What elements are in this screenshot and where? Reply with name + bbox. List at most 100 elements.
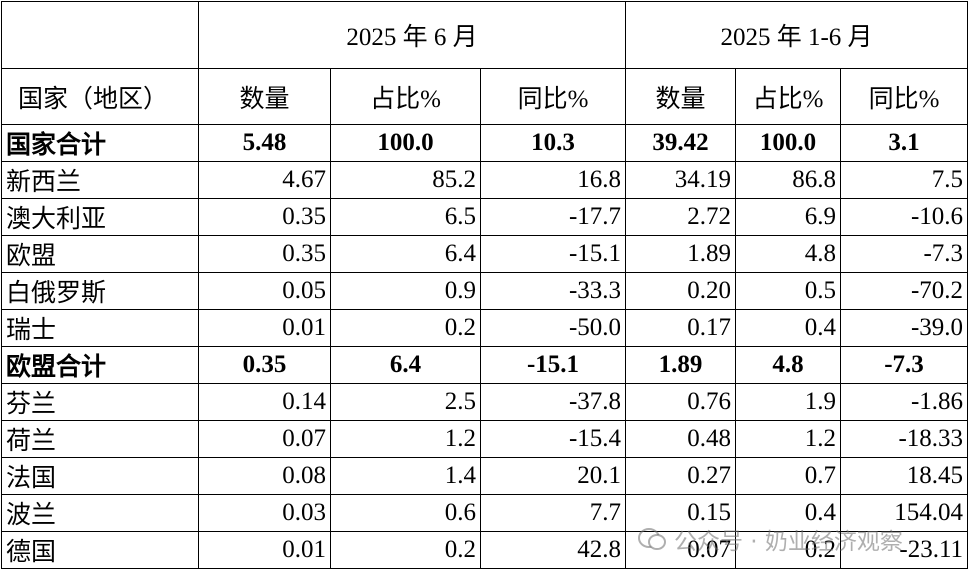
corner-cell [1, 1, 199, 69]
value-cell: 39.42 [625, 124, 737, 162]
value-cell: 86.8 [735, 161, 842, 199]
value-cell: 0.17 [625, 309, 737, 347]
value-cell: -7.3 [840, 235, 969, 273]
column-header: 占比% [735, 68, 842, 125]
value-cell: 0.6 [330, 494, 481, 532]
value-cell: 42.8 [479, 531, 627, 569]
value-cell: 0.14 [198, 383, 331, 421]
value-cell: 6.5 [330, 198, 481, 236]
value-cell: 0.20 [625, 272, 737, 310]
value-cell: 0.27 [625, 457, 737, 495]
value-cell: 4.67 [198, 161, 331, 199]
value-cell: -7.3 [840, 346, 969, 384]
value-cell: 7.5 [840, 161, 969, 199]
column-header: 同比% [479, 68, 627, 125]
value-cell: 0.2 [330, 309, 481, 347]
region-cell: 芬兰 [1, 383, 199, 421]
value-cell: -15.1 [479, 346, 627, 384]
column-header: 数量 [625, 68, 737, 125]
value-cell: -37.8 [479, 383, 627, 421]
value-cell: 1.4 [330, 457, 481, 495]
value-cell: 6.4 [330, 235, 481, 273]
value-cell: -50.0 [479, 309, 627, 347]
value-cell: 0.07 [625, 531, 737, 569]
group-header-row: 2025 年 6 月 2025 年 1-6 月 [1, 1, 969, 69]
region-cell: 波兰 [1, 494, 199, 532]
region-cell: 欧盟合计 [1, 346, 199, 384]
table-row: 荷兰 0.07 1.2 -15.4 0.48 1.2 -18.33 [1, 420, 969, 458]
value-cell: 7.7 [479, 494, 627, 532]
value-cell: 0.35 [198, 235, 331, 273]
group-header: 2025 年 6 月 [197, 1, 627, 69]
group-header: 2025 年 1-6 月 [625, 1, 969, 69]
region-cell: 国家合计 [1, 124, 199, 162]
value-cell: 85.2 [330, 161, 481, 199]
value-cell: 0.7 [735, 457, 842, 495]
value-cell: -10.6 [840, 198, 969, 236]
region-cell: 澳大利亚 [1, 198, 199, 236]
value-cell: 0.03 [198, 494, 331, 532]
watermark: 公众号 · 奶业经济观察 [638, 522, 903, 556]
column-header: 数量 [198, 68, 331, 125]
value-cell: 0.08 [198, 457, 331, 495]
value-cell: 0.5 [735, 272, 842, 310]
value-cell: 2.72 [625, 198, 737, 236]
value-cell: 0.05 [198, 272, 331, 310]
table-body: 国家合计 5.48 100.0 10.3 39.42 100.0 3.1 新西兰 4.67 85.… [1, 124, 969, 569]
value-cell: 5.48 [198, 124, 331, 162]
value-cell: 1.2 [330, 420, 481, 458]
table-row: 瑞士 0.01 0.2 -50.0 0.17 0.4 -39.0 [1, 309, 969, 347]
value-cell: 0.48 [625, 420, 737, 458]
value-cell: 0.01 [198, 531, 331, 569]
table-row: 法国 0.08 1.4 20.1 0.27 0.7 18.45 [1, 457, 969, 495]
column-header: 国家（地区） [1, 68, 199, 125]
value-cell: 0.4 [735, 494, 842, 532]
value-cell: 0.2 [330, 531, 481, 569]
value-cell: 10.3 [479, 124, 627, 162]
value-cell: 34.19 [625, 161, 737, 199]
value-cell: 6.9 [735, 198, 842, 236]
table-row: 澳大利亚 0.35 6.5 -17.7 2.72 6.9 -10.6 [1, 198, 969, 236]
value-cell: 2.5 [330, 383, 481, 421]
region-cell: 荷兰 [1, 420, 199, 458]
watermark-icon [638, 528, 666, 550]
value-cell: 0.01 [198, 309, 331, 347]
value-cell: -18.33 [840, 420, 969, 458]
region-cell: 白俄罗斯 [1, 272, 199, 310]
column-header: 占比% [330, 68, 481, 125]
value-cell: -39.0 [840, 309, 969, 347]
value-cell: 0.35 [198, 198, 331, 236]
value-cell: 16.8 [479, 161, 627, 199]
value-cell: 0.9 [330, 272, 481, 310]
value-cell: 1.9 [735, 383, 842, 421]
watermark-text: 公众号 · 奶业经济观察 [674, 529, 903, 555]
value-cell: -15.1 [479, 235, 627, 273]
value-cell: 1.2 [735, 420, 842, 458]
table-row: 欧盟合计 0.35 6.4 -15.1 1.89 4.8 -7.3 [1, 346, 969, 384]
value-cell: 0.35 [198, 346, 331, 384]
value-cell: -23.11 [840, 531, 969, 569]
region-cell: 瑞士 [1, 309, 199, 347]
value-cell: 6.4 [330, 346, 481, 384]
column-header-row: 国家（地区） 数量 占比% 同比% 数量 占比% 同比% [1, 68, 969, 125]
value-cell: 1.89 [625, 346, 737, 384]
region-cell: 法国 [1, 457, 199, 495]
value-cell: 100.0 [330, 124, 481, 162]
value-cell: 0.07 [198, 420, 331, 458]
value-cell: -1.86 [840, 383, 969, 421]
table-row: 欧盟 0.35 6.4 -15.1 1.89 4.8 -7.3 [1, 235, 969, 273]
table-row: 芬兰 0.14 2.5 -37.8 0.76 1.9 -1.86 [1, 383, 969, 421]
table-row: 白俄罗斯 0.05 0.9 -33.3 0.20 0.5 -70.2 [1, 272, 969, 310]
value-cell: -70.2 [840, 272, 969, 310]
table-row: 新西兰 4.67 85.2 16.8 34.19 86.8 7.5 [1, 161, 969, 199]
value-cell: 1.89 [625, 235, 737, 273]
value-cell: -33.3 [479, 272, 627, 310]
value-cell: 0.2 [735, 531, 842, 569]
value-cell: 0.76 [625, 383, 737, 421]
value-cell: 0.4 [735, 309, 842, 347]
value-cell: 100.0 [735, 124, 842, 162]
value-cell: 3.1 [840, 124, 969, 162]
value-cell: 4.8 [735, 346, 842, 384]
